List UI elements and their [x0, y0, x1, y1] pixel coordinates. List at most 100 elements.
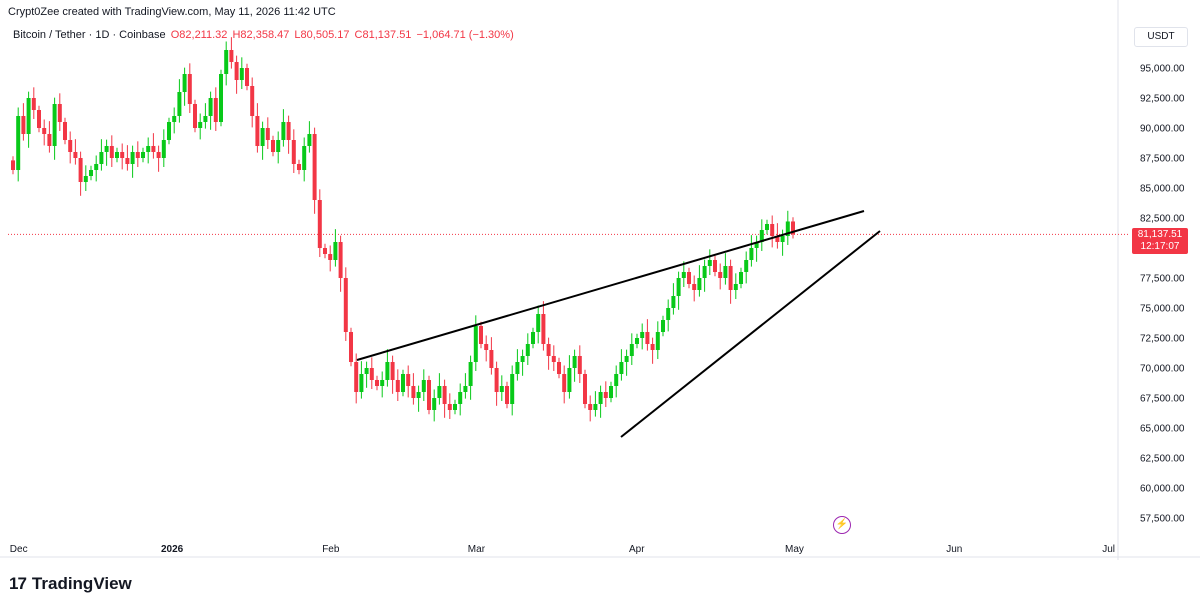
candle-body [541, 314, 546, 344]
candle-body [510, 374, 515, 404]
candle-body [47, 134, 52, 146]
candle-body [635, 338, 639, 344]
y-tick-label: 90,000.00 [1140, 124, 1185, 135]
candle-body [645, 332, 650, 344]
x-tick-label: 2026 [161, 544, 184, 555]
candle-body [671, 296, 676, 308]
candle-body [359, 374, 364, 392]
candle-body [364, 368, 369, 374]
candle-body [624, 356, 629, 362]
candle-body [499, 386, 504, 392]
candle-body [333, 242, 338, 260]
candle-body [297, 164, 301, 170]
candle-body [135, 152, 140, 158]
candle-body [681, 272, 686, 278]
candle-body [463, 386, 468, 392]
symbol-label[interactable]: Bitcoin / Tether · 1D · Coinbase [13, 29, 166, 41]
candle-body [125, 158, 130, 164]
candle-body [109, 146, 114, 158]
candle-body [458, 392, 463, 404]
candle-body [375, 380, 379, 386]
candle-body [468, 362, 473, 386]
candle-body [260, 128, 265, 146]
candle-body [421, 380, 426, 392]
y-tick-label: 72,500.00 [1140, 334, 1185, 345]
candle-body [744, 260, 749, 272]
lower-trendline [620, 230, 881, 438]
candle-body [437, 386, 442, 398]
candle-body [739, 272, 743, 284]
candle-body [323, 248, 327, 254]
y-tick-label: 77,500.00 [1140, 274, 1185, 285]
candle-body [702, 266, 707, 278]
candle-body [707, 260, 712, 266]
y-tick-label: 87,500.00 [1140, 154, 1185, 165]
y-tick-label: 85,000.00 [1140, 184, 1185, 195]
candle-body [583, 374, 587, 404]
x-tick-label: May [785, 544, 804, 555]
candle-body [401, 374, 405, 392]
candle-body [640, 332, 645, 338]
y-tick-label: 65,000.00 [1140, 424, 1185, 435]
candle-body [614, 374, 619, 386]
candle-body [31, 98, 36, 110]
candle-body [73, 152, 78, 158]
candle-body [676, 278, 681, 296]
candle-body [525, 344, 530, 356]
candle-body [416, 392, 421, 398]
candle-body [141, 152, 145, 158]
candle-body [26, 98, 31, 134]
candle-body [661, 320, 665, 332]
candle-body [21, 116, 26, 134]
candle-body [271, 140, 275, 152]
candle-body [234, 62, 239, 80]
candle-body [245, 68, 249, 86]
candle-body [291, 140, 296, 164]
candle-body [453, 404, 457, 410]
candle-body [713, 260, 717, 272]
candle-body [728, 266, 733, 290]
candle-body [749, 248, 754, 260]
candle-body [219, 74, 223, 122]
candle-body [146, 146, 151, 152]
candle-body [229, 50, 234, 62]
candle-body [151, 146, 156, 152]
candle-body [89, 170, 93, 176]
candle-body [765, 224, 769, 230]
candle-body [349, 332, 353, 362]
candle-body [343, 278, 348, 332]
candle-body [505, 386, 509, 404]
candle-body [224, 50, 229, 74]
candle-body [791, 221, 795, 235]
candle-body [338, 242, 343, 278]
candle-body [182, 74, 187, 92]
candle-body [551, 356, 556, 362]
candle-body [489, 350, 494, 368]
candle-body [63, 122, 67, 140]
candle-body [427, 380, 431, 410]
x-tick-label: Dec [10, 544, 28, 555]
candle-body [354, 362, 359, 392]
candle-body [411, 386, 416, 398]
high-value: H82,358.47 [232, 29, 290, 41]
flash-icon[interactable]: ⚡ [833, 516, 851, 534]
candle-body [265, 128, 270, 140]
candle-body [250, 86, 255, 116]
candle-body [213, 98, 218, 122]
currency-selector[interactable]: USDT [1134, 27, 1188, 47]
candle-body [42, 128, 47, 134]
candle-body [115, 152, 119, 158]
candle-body [281, 122, 286, 140]
candle-body [593, 404, 598, 410]
candle-body [307, 134, 312, 146]
candle-body [57, 104, 62, 122]
y-tick-label: 67,500.00 [1140, 394, 1185, 405]
candle-body [754, 242, 759, 248]
tradingview-logo[interactable]: 17 TradingView [9, 574, 132, 594]
x-tick-label: Jul [1102, 544, 1115, 555]
candle-body [239, 68, 244, 80]
x-tick-label: Mar [468, 544, 486, 555]
y-tick-label: 82,500.00 [1140, 214, 1185, 225]
candle-body [609, 386, 613, 398]
